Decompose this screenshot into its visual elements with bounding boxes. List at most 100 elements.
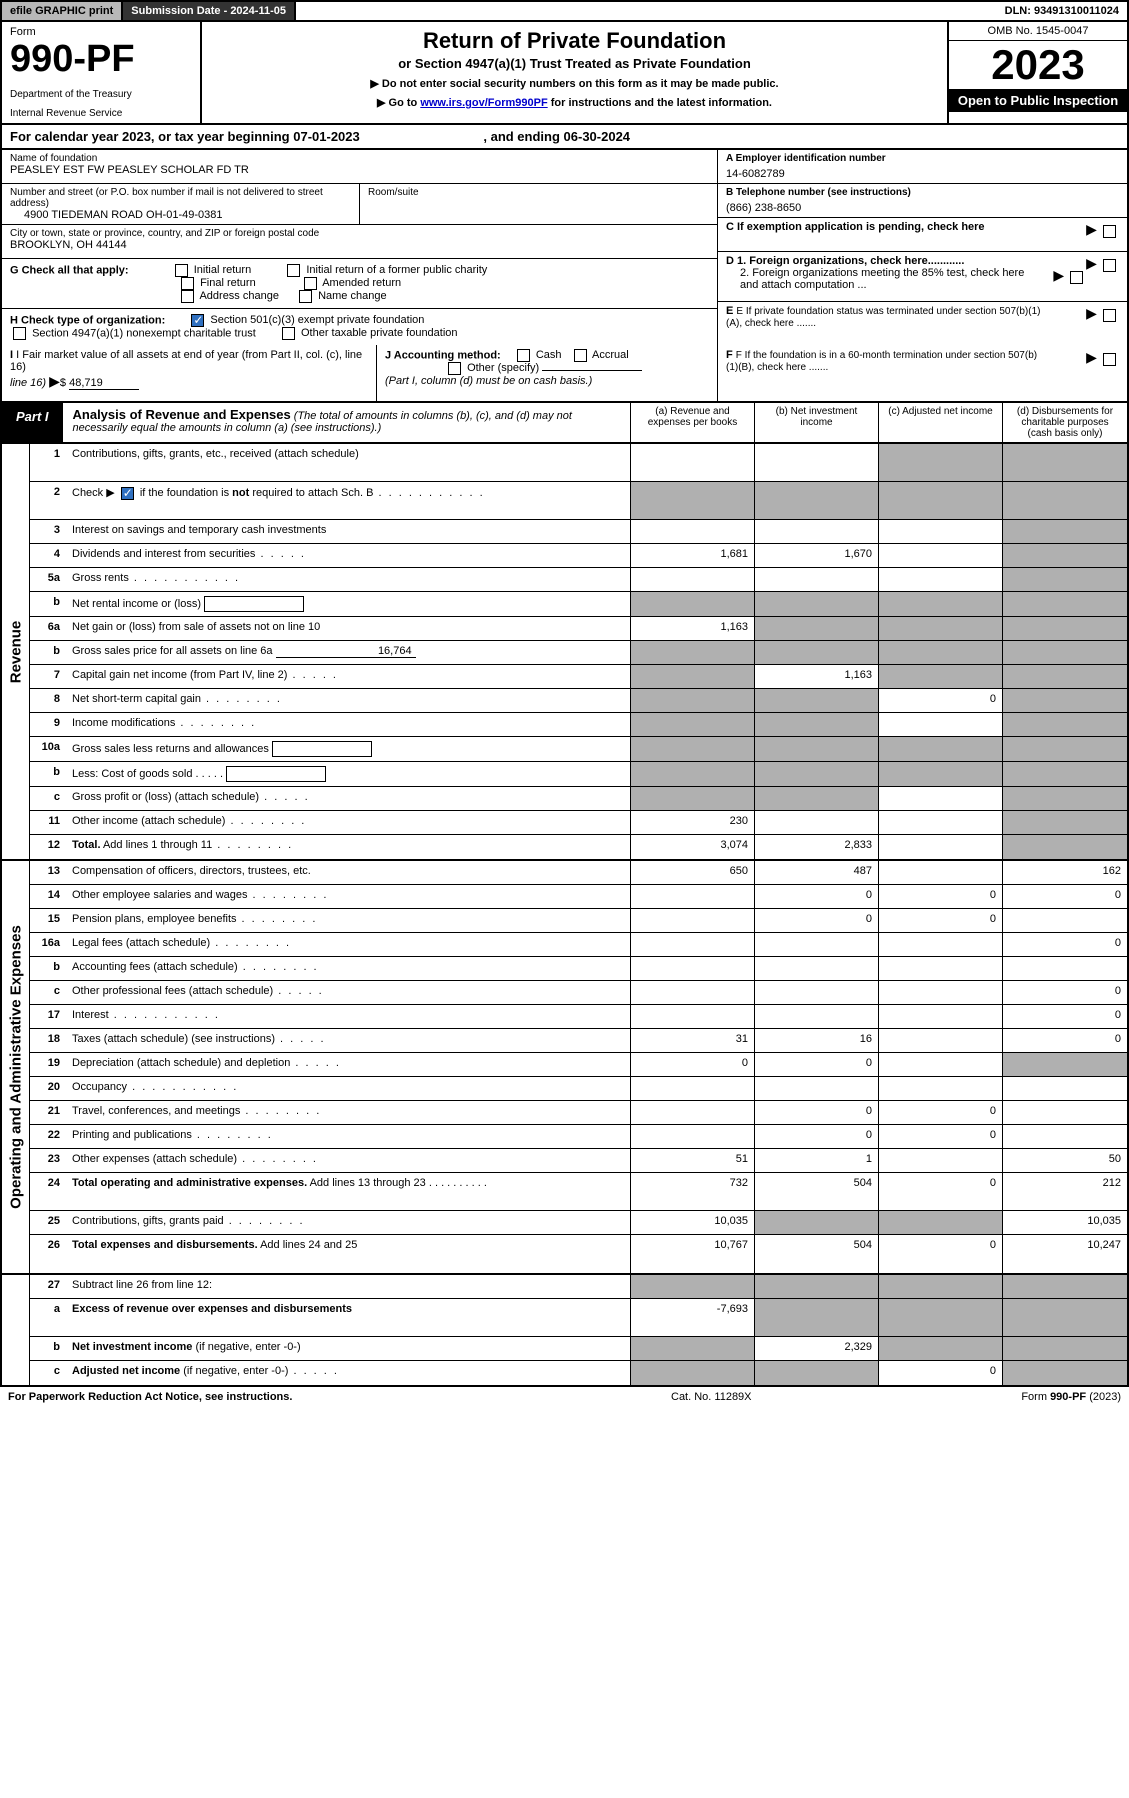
amount-cell <box>879 482 1003 519</box>
amount-cell <box>1003 617 1127 640</box>
chk-initial-former[interactable] <box>287 264 300 277</box>
line-description: Income modifications <box>66 713 631 736</box>
chk-d1[interactable] <box>1103 259 1116 272</box>
line-description: Pension plans, employee benefits <box>66 909 631 932</box>
amount-cell <box>755 1275 879 1298</box>
chk-e[interactable] <box>1103 309 1116 322</box>
chk-cash[interactable] <box>517 349 530 362</box>
amount-cell <box>879 1029 1003 1052</box>
amount-cell <box>631 933 755 956</box>
table-row: 4Dividends and interest from securities1… <box>30 544 1127 568</box>
line-number: 4 <box>30 544 66 567</box>
amount-cell <box>1003 1125 1127 1148</box>
amount-cell <box>755 787 879 810</box>
table-row: bAccounting fees (attach schedule) <box>30 957 1127 981</box>
table-row: 10aGross sales less returns and allowanc… <box>30 737 1127 762</box>
irs-link[interactable]: www.irs.gov/Form990PF <box>420 97 547 109</box>
table-row: 25Contributions, gifts, grants paid10,03… <box>30 1211 1127 1235</box>
line-description: Net rental income or (loss) <box>66 592 631 616</box>
line-number: b <box>30 592 66 616</box>
amount-cell <box>755 444 879 481</box>
line-description: Net gain or (loss) from sale of assets n… <box>66 617 631 640</box>
chk-inline[interactable] <box>121 487 134 500</box>
section-e: E E If private foundation status was ter… <box>718 302 1127 336</box>
tax-year: 2023 <box>949 41 1127 89</box>
line-description: Gross profit or (loss) (attach schedule) <box>66 787 631 810</box>
amount-cell <box>631 482 755 519</box>
chk-other-tax[interactable] <box>282 327 295 340</box>
line-description: Accounting fees (attach schedule) <box>66 957 631 980</box>
amount-cell <box>755 568 879 591</box>
amount-cell <box>631 1275 755 1298</box>
amount-cell <box>755 482 879 519</box>
chk-amended[interactable] <box>304 277 317 290</box>
amount-cell <box>879 835 1003 859</box>
amount-cell: 0 <box>879 1101 1003 1124</box>
form-title: Return of Private Foundation <box>212 28 937 54</box>
amount-cell <box>1003 787 1127 810</box>
line-description: Net investment income (if negative, ente… <box>66 1337 631 1360</box>
amount-cell <box>1003 713 1127 736</box>
table-row: 12Total. Add lines 1 through 113,0742,83… <box>30 835 1127 859</box>
amount-cell: 212 <box>1003 1173 1127 1210</box>
chk-d2[interactable] <box>1070 271 1083 284</box>
amount-cell <box>631 1077 755 1100</box>
line-number: 23 <box>30 1149 66 1172</box>
col-b-head: (b) Net investment income <box>755 403 879 442</box>
amount-cell <box>1003 835 1127 859</box>
table-row: 21Travel, conferences, and meetings00 <box>30 1101 1127 1125</box>
amount-cell <box>1003 665 1127 688</box>
line-description: Gross rents <box>66 568 631 591</box>
section-f: F F If the foundation is in a 60-month t… <box>718 345 1127 401</box>
amount-cell <box>631 981 755 1004</box>
chk-initial[interactable] <box>175 264 188 277</box>
line-description: Compensation of officers, directors, tru… <box>66 861 631 884</box>
form-header: Form 990-PF Department of the Treasury I… <box>0 22 1129 125</box>
chk-accrual[interactable] <box>574 349 587 362</box>
amount-cell: 10,767 <box>631 1235 755 1273</box>
main-table-3: 27Subtract line 26 from line 12:aExcess … <box>0 1275 1129 1387</box>
chk-501c3[interactable] <box>191 314 204 327</box>
line-number: 11 <box>30 811 66 834</box>
amount-cell: 2,833 <box>755 835 879 859</box>
amount-cell <box>755 713 879 736</box>
amount-cell: 504 <box>755 1235 879 1273</box>
section-j: J Accounting method: Cash Accrual Other … <box>377 345 717 401</box>
line-description: Other expenses (attach schedule) <box>66 1149 631 1172</box>
submission-date: Submission Date - 2024-11-05 <box>123 2 296 20</box>
amount-cell <box>879 981 1003 1004</box>
chk-c[interactable] <box>1103 225 1116 238</box>
chk-other-acct[interactable] <box>448 362 461 375</box>
amount-cell <box>879 1211 1003 1234</box>
table-row: 1Contributions, gifts, grants, etc., rec… <box>30 444 1127 482</box>
chk-address[interactable] <box>181 290 194 303</box>
line-description: Total operating and administrative expen… <box>66 1173 631 1210</box>
chk-final[interactable] <box>181 277 194 290</box>
table-row: 19Depreciation (attach schedule) and dep… <box>30 1053 1127 1077</box>
amount-cell <box>879 1337 1003 1360</box>
table-row: cAdjusted net income (if negative, enter… <box>30 1361 1127 1385</box>
table-row: 3Interest on savings and temporary cash … <box>30 520 1127 544</box>
amount-cell: 10,035 <box>631 1211 755 1234</box>
line-description: Taxes (attach schedule) (see instruction… <box>66 1029 631 1052</box>
line-description: Adjusted net income (if negative, enter … <box>66 1361 631 1385</box>
footer-left: For Paperwork Reduction Act Notice, see … <box>8 1391 671 1403</box>
table-row: 14Other employee salaries and wages000 <box>30 885 1127 909</box>
chk-4947[interactable] <box>13 327 26 340</box>
main-table-2: Operating and Administrative Expenses 13… <box>0 861 1129 1275</box>
amount-cell: 0 <box>879 1125 1003 1148</box>
line-number: 6a <box>30 617 66 640</box>
dept-irs: Internal Revenue Service <box>10 108 192 119</box>
room-cell: Room/suite <box>359 184 717 225</box>
amount-cell <box>879 1299 1003 1336</box>
line-description: Total expenses and disbursements. Add li… <box>66 1235 631 1273</box>
chk-name[interactable] <box>299 290 312 303</box>
amount-cell <box>879 444 1003 481</box>
amount-cell <box>1003 482 1127 519</box>
line-number: 14 <box>30 885 66 908</box>
amount-cell <box>755 617 879 640</box>
chk-f[interactable] <box>1103 353 1116 366</box>
amount-cell <box>631 665 755 688</box>
table-row: 20Occupancy <box>30 1077 1127 1101</box>
efile-button[interactable]: efile GRAPHIC print <box>2 2 123 20</box>
